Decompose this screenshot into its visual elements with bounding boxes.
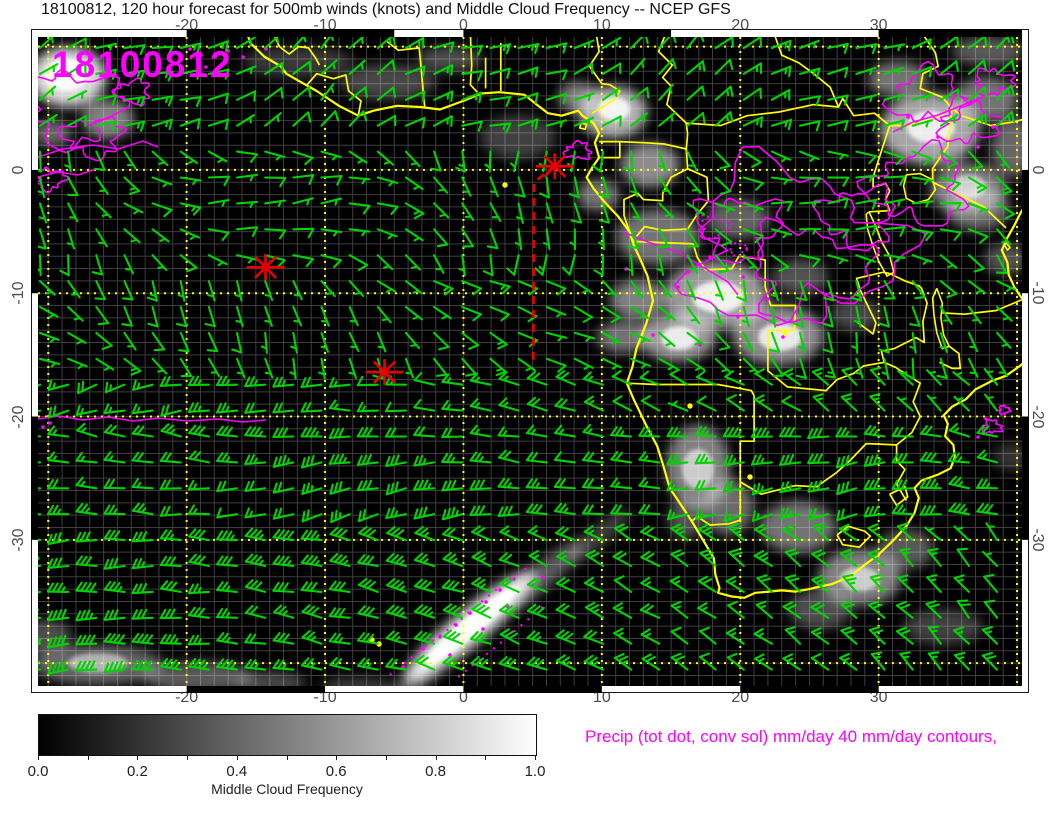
colorbar-minor-tick xyxy=(87,756,89,760)
colorbar-tick-label: 0.2 xyxy=(126,763,148,780)
colorbar-tick-label: 0.8 xyxy=(425,763,447,780)
colorbar-minor-tick xyxy=(236,756,238,760)
run-id-overlay: 18100812 xyxy=(52,44,233,85)
cloud-frequency-colorbar xyxy=(38,714,537,756)
colorbar-minor-tick xyxy=(435,756,437,760)
precip-contour-legend: Precip (tot dot, conv sol) mm/day 40 mm/… xyxy=(585,727,997,746)
colorbar-minor-tick xyxy=(137,756,139,760)
colorbar-minor-tick xyxy=(336,756,338,760)
left-axis-label: 0 xyxy=(10,165,27,175)
plot-area xyxy=(38,37,1022,686)
bottom-axis-label: -20 xyxy=(175,689,199,706)
left-axis-label: -20 xyxy=(10,404,27,429)
red-markers xyxy=(246,153,574,386)
bottom-axis-label: 10 xyxy=(592,689,611,706)
right-axis-label: -20 xyxy=(1029,404,1046,429)
bottom-axis-label: 20 xyxy=(731,689,750,706)
bottom-axis-label: 30 xyxy=(869,689,888,706)
plot-title: 18100812, 120 hour forecast for 500mb wi… xyxy=(41,1,731,18)
top-axis-label: 0 xyxy=(458,17,468,34)
colorbar-minor-tick xyxy=(286,756,288,760)
colorbar-minor-tick xyxy=(485,756,487,760)
left-axis-label: -10 xyxy=(10,281,27,305)
right-axis-label: -30 xyxy=(1029,528,1046,552)
right-axis-label: -10 xyxy=(1029,281,1046,305)
right-axis-label: 0 xyxy=(1029,165,1046,175)
colorbar-minor-tick xyxy=(38,756,39,760)
colorbar-tick-label: 0.4 xyxy=(226,763,248,780)
colorbar-minor-tick xyxy=(187,756,189,760)
colorbar-tick-label: 1.0 xyxy=(524,763,546,780)
wind-barbs-layer xyxy=(38,37,1017,675)
colorbar-tick-label: 0.0 xyxy=(27,763,49,780)
bottom-axis-label: 0 xyxy=(458,689,468,706)
precip-contours xyxy=(38,47,1017,678)
colorbar-minor-tick xyxy=(385,756,387,760)
colorbar-minor-tick xyxy=(535,756,536,760)
map-plot xyxy=(31,29,1029,693)
left-axis-label: -30 xyxy=(10,528,27,552)
colorbar-tick-label: 0.6 xyxy=(325,763,347,780)
bottom-axis-label: -10 xyxy=(313,689,337,706)
colorbar-title: Middle Cloud Frequency xyxy=(211,781,363,797)
